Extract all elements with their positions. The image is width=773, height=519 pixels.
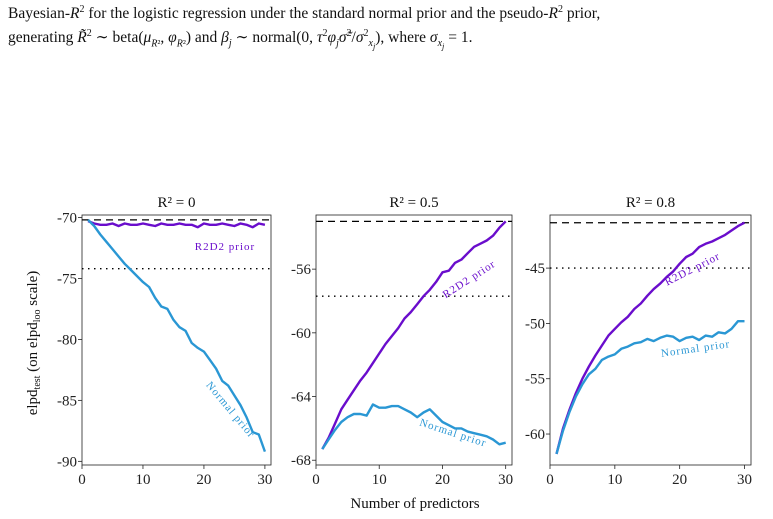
- y-tick-label: -70: [57, 210, 77, 226]
- y-tick-label: -60: [525, 427, 545, 443]
- panel-title: R² = 0.5: [389, 195, 438, 211]
- caption-line-1: Bayesian-R2 for the logistic regression …: [8, 4, 601, 23]
- panel-frame: [549, 214, 752, 466]
- y-tick-label: -90: [57, 454, 77, 470]
- x-tick-label: 30: [737, 472, 752, 488]
- series-line-r2d2: [555, 221, 746, 455]
- panel-frame: [315, 214, 513, 466]
- x-tick-label: 20: [672, 472, 687, 488]
- series-label-r2d2: R2D2 prior: [663, 250, 722, 288]
- figure-caption: Bayesian-R2 for the logistic regression …: [8, 0, 768, 57]
- y-axis-label: elpdtest (on elpdloo scale): [25, 271, 43, 416]
- panel-title: R² = 0.8: [626, 195, 675, 211]
- x-tick-label: 30: [498, 472, 513, 488]
- series-line-normal: [321, 403, 506, 450]
- y-tick-label: -55: [525, 372, 545, 388]
- x-tick-label: 10: [607, 472, 622, 488]
- y-tick-label: -56: [291, 262, 311, 278]
- series-label-r2d2: R2D2 prior: [195, 241, 255, 253]
- y-tick-label: -68: [291, 453, 311, 469]
- x-tick-label: 30: [257, 472, 272, 488]
- series-label-r2d2: R2D2 prior: [441, 258, 498, 301]
- x-tick-label: 10: [135, 472, 150, 488]
- series-line-normal: [555, 320, 745, 455]
- y-tick-label: -80: [57, 332, 77, 348]
- panel-frame: [81, 214, 272, 466]
- y-tick-label: -50: [525, 316, 545, 332]
- series-line-r2d2: [321, 220, 507, 450]
- series-label-normal: Normal prior: [660, 338, 731, 360]
- x-tick-label: 0: [546, 472, 554, 488]
- y-tick-label: -75: [57, 271, 77, 287]
- x-tick-label: 0: [312, 472, 320, 488]
- y-tick-label: -45: [525, 261, 545, 277]
- series-line-normal: [87, 219, 267, 453]
- y-tick-label: -85: [57, 393, 77, 409]
- x-tick-label: 10: [372, 472, 387, 488]
- panel-title: R² = 0: [158, 195, 196, 211]
- x-axis-label: Number of predictors: [350, 496, 479, 512]
- y-tick-label: -64: [291, 390, 311, 406]
- caption-line-2: generating R̃2 ∼ beta(μR², φR²) and βj ∼…: [8, 28, 473, 52]
- x-tick-label: 0: [78, 472, 86, 488]
- x-tick-label: 20: [196, 472, 211, 488]
- y-tick-label: -60: [291, 326, 311, 342]
- series-line-r2d2: [87, 219, 266, 229]
- x-tick-label: 20: [435, 472, 450, 488]
